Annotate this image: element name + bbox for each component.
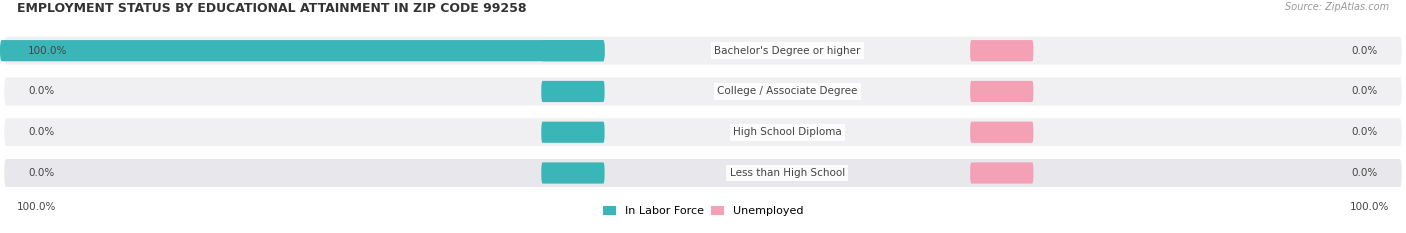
- FancyBboxPatch shape: [541, 162, 605, 184]
- FancyBboxPatch shape: [0, 40, 605, 61]
- Text: 0.0%: 0.0%: [1351, 168, 1378, 178]
- FancyBboxPatch shape: [3, 117, 1403, 147]
- Text: 0.0%: 0.0%: [28, 86, 55, 96]
- FancyBboxPatch shape: [3, 36, 1403, 65]
- FancyBboxPatch shape: [970, 81, 1033, 102]
- FancyBboxPatch shape: [970, 122, 1033, 143]
- FancyBboxPatch shape: [3, 158, 1403, 188]
- FancyBboxPatch shape: [3, 77, 1403, 106]
- FancyBboxPatch shape: [541, 122, 605, 143]
- FancyBboxPatch shape: [970, 40, 1033, 61]
- Legend: In Labor Force, Unemployed: In Labor Force, Unemployed: [598, 202, 808, 221]
- FancyBboxPatch shape: [970, 162, 1033, 184]
- Text: High School Diploma: High School Diploma: [733, 127, 842, 137]
- FancyBboxPatch shape: [541, 81, 605, 102]
- Text: EMPLOYMENT STATUS BY EDUCATIONAL ATTAINMENT IN ZIP CODE 99258: EMPLOYMENT STATUS BY EDUCATIONAL ATTAINM…: [17, 1, 526, 14]
- Text: 0.0%: 0.0%: [28, 127, 55, 137]
- FancyBboxPatch shape: [541, 40, 605, 61]
- Text: 0.0%: 0.0%: [1351, 46, 1378, 56]
- Text: 100.0%: 100.0%: [1350, 202, 1389, 212]
- Text: 100.0%: 100.0%: [17, 202, 56, 212]
- Text: 0.0%: 0.0%: [1351, 127, 1378, 137]
- Text: 100.0%: 100.0%: [28, 46, 67, 56]
- Text: 0.0%: 0.0%: [28, 168, 55, 178]
- Text: College / Associate Degree: College / Associate Degree: [717, 86, 858, 96]
- Text: Bachelor's Degree or higher: Bachelor's Degree or higher: [714, 46, 860, 56]
- Text: 0.0%: 0.0%: [1351, 86, 1378, 96]
- Text: Source: ZipAtlas.com: Source: ZipAtlas.com: [1285, 1, 1389, 11]
- Text: Less than High School: Less than High School: [730, 168, 845, 178]
